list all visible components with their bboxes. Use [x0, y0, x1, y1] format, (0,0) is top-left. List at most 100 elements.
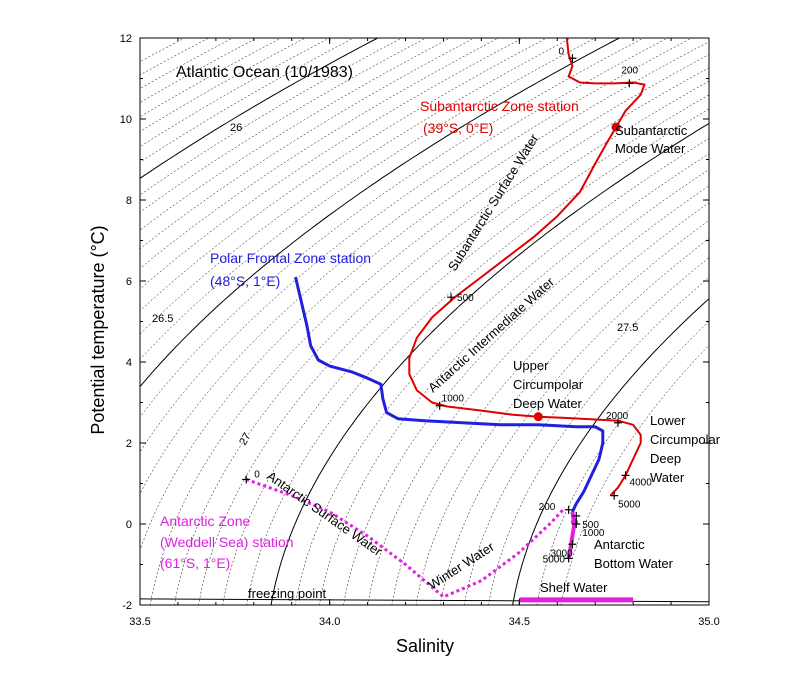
depth-marker: [242, 475, 251, 484]
isopycnal-minor: [198, 80, 709, 605]
y-axis-title: Potential temperature (°C): [88, 225, 108, 434]
depth-marker: [568, 540, 577, 549]
y-tick-label: 4: [126, 357, 132, 369]
annotation-lcdw-3: Deep: [650, 451, 681, 466]
x-axis-title: Salinity: [396, 636, 454, 656]
depth-label: 0: [254, 469, 260, 480]
isopycnal-major: [270, 122, 709, 605]
series-line-0: [408, 38, 646, 497]
annotation-polar-station: Polar Frontal Zone station: [210, 250, 371, 266]
annotation-samw-2: Mode Water: [615, 141, 686, 156]
annotation-ucdw-2: Circumpolar: [513, 377, 584, 392]
isopycnal-minor: [488, 277, 709, 605]
isopycnal-minor: [140, 38, 693, 495]
annotation-subantarctic-coords: (39°S, 0°E): [423, 120, 493, 136]
isopycnal-label-27: 27: [237, 431, 254, 448]
depth-marker-group: 0200500100020004000500002005001000300050…: [242, 46, 652, 565]
isopycnal-minor: [222, 94, 709, 605]
y-tick-label: -2: [122, 600, 132, 612]
isopycnal-minor: [367, 185, 709, 605]
depth-marker: [572, 511, 581, 520]
series-line-2: [245, 477, 566, 599]
annotation-lcdw-2: Circumpolar: [650, 432, 721, 447]
depth-label: 200: [539, 502, 556, 513]
depth-label: 200: [621, 65, 638, 76]
y-tick-label: 2: [126, 438, 132, 450]
depth-marker: [572, 520, 581, 528]
isopycnal-minor: [319, 153, 709, 605]
annotation-winter-water: Winter Water: [425, 539, 497, 593]
isopycnal-group: [140, 38, 709, 605]
isopycnal-minor: [560, 344, 709, 605]
annotation-samw-1: Subantarctic: [615, 123, 688, 138]
depth-marker: [568, 54, 577, 63]
y-tick-label: 8: [126, 195, 132, 207]
annotation-shelf-water: Shelf Water: [540, 580, 608, 595]
isopycnal-minor: [246, 108, 709, 605]
depth-marker: [447, 293, 456, 302]
isopycnal-minor: [536, 320, 709, 605]
isopycnal-minor: [140, 41, 709, 552]
depth-marker: [610, 491, 619, 500]
annotation-aabw-2: Bottom Water: [594, 556, 674, 571]
depth-marker: [613, 418, 622, 427]
isopycnal-major: [512, 298, 709, 605]
samw-dot: [611, 122, 621, 132]
annotation-az-coords: (61°S, 1°E): [160, 555, 230, 571]
isopycnal-label-27-5: 27.5: [617, 322, 638, 334]
isopycnal-major: [140, 38, 379, 179]
isopycnal-label-26-5: 26.5: [152, 313, 173, 325]
isopycnal-minor: [391, 202, 709, 605]
depth-label: 0: [558, 46, 564, 57]
depth-label: 500: [457, 293, 474, 304]
isopycnal-minor: [294, 138, 709, 605]
annotation-ucdw-1: Upper: [513, 358, 549, 373]
depth-label: 500: [582, 520, 599, 531]
annotation-lcdw-1: Lower: [650, 413, 686, 428]
annotation-az-station-1: Antarctic Zone: [160, 513, 250, 529]
annotation-saasw: Subantarctic Surface Water: [445, 131, 542, 274]
y-tick-label: 12: [120, 33, 132, 45]
x-tick-label: 33.5: [129, 616, 150, 628]
depth-label: 5000: [618, 500, 641, 511]
annotation-ucdw-3: Deep Water: [513, 396, 583, 411]
depth-label: 1000: [582, 528, 605, 539]
x-tick-label: 34.5: [509, 616, 530, 628]
series-line-1: [294, 276, 605, 513]
isopycnal-minor: [415, 219, 709, 605]
isopycnal-minor: [140, 38, 669, 453]
x-tick-label: 35.0: [698, 616, 719, 628]
isopycnal-minor: [464, 257, 709, 605]
isopycnal-major: [140, 38, 621, 388]
annotation-az-station-2: (Weddell Sea) station: [160, 534, 294, 550]
y-tick-label: 10: [120, 114, 132, 126]
series-group: [245, 38, 646, 603]
annotation-subantarctic-station: Subantarctic Zone station: [420, 98, 579, 114]
y-tick-label: 0: [126, 519, 132, 531]
depth-marker: [621, 471, 630, 480]
depth-marker: [435, 401, 444, 410]
y-tick-label: 6: [126, 276, 132, 288]
annotation-freezing-point: freezing point: [248, 586, 326, 601]
depth-label: 1000: [442, 394, 465, 405]
isopycnal-label-26: 26: [230, 122, 242, 134]
annotation-polar-coords: (48°S, 1°E): [210, 273, 280, 289]
x-tick-label: 34.0: [319, 616, 340, 628]
isopycnal-minor: [140, 38, 645, 418]
tick-group: 33.5 34.0 34.5 35.0 -2 0 2 4 6 8 10 12: [120, 33, 720, 628]
isopycnal-minor: [140, 38, 330, 148]
isopycnal-minor: [149, 54, 709, 605]
annotation-aabw-1: Antarctic: [594, 537, 645, 552]
depth-marker: [564, 505, 573, 514]
isopycnal-minor: [140, 38, 596, 360]
depth-marker: [625, 79, 634, 88]
depth-marker: [564, 554, 573, 563]
ucdw-dot: [533, 412, 543, 422]
depth-label: 2000: [606, 411, 629, 422]
isopycnal-minor: [343, 169, 709, 605]
annotation-lcdw-4: Water: [650, 470, 685, 485]
depth-label: 5000: [543, 554, 566, 565]
isopycnal-minor: [140, 38, 572, 335]
